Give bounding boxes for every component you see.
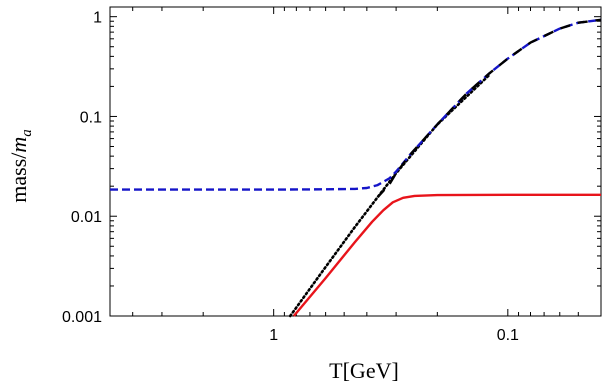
- axis-ticks: [109, 7, 602, 317]
- y-tick-label: 0.01: [71, 209, 102, 226]
- y-tick-label: 0.001: [62, 309, 102, 326]
- y-tick-label: 1: [93, 10, 102, 27]
- series-dashed-line-2: [110, 18, 602, 191]
- plot-frame: [109, 6, 602, 317]
- x-tick-label: 0.1: [497, 327, 519, 344]
- x-tick-label: 1: [269, 327, 278, 344]
- series-longdash-line-3: [376, 18, 602, 199]
- axis-tick-labels: 1 0.1 1 0.1 0.01 0.001: [62, 10, 519, 344]
- y-axis-title: mass/ma: [6, 129, 35, 203]
- y-tick-label: 0.1: [80, 109, 102, 126]
- x-axis-title: T[GeV]: [329, 358, 399, 383]
- data-series: [110, 18, 602, 318]
- series-solid-line-0: [292, 193, 601, 317]
- plot-border: [109, 6, 602, 317]
